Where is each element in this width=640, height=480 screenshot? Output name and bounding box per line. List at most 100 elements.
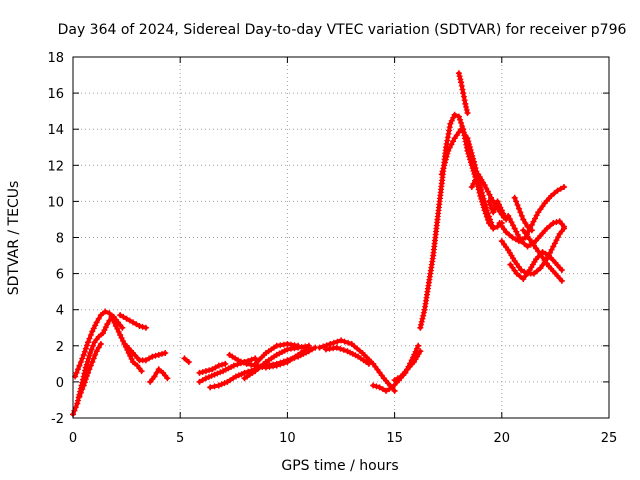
marker bbox=[126, 317, 133, 324]
marker bbox=[551, 190, 558, 197]
marker bbox=[543, 260, 550, 267]
marker bbox=[340, 347, 347, 354]
marker bbox=[334, 338, 341, 345]
data-point bbox=[560, 183, 567, 190]
marker bbox=[470, 155, 477, 162]
marker bbox=[443, 140, 450, 147]
data-point bbox=[93, 319, 100, 326]
data-point bbox=[344, 348, 351, 355]
data-point bbox=[322, 346, 329, 353]
y-tick-label: 16 bbox=[47, 87, 64, 102]
marker bbox=[222, 366, 229, 373]
marker bbox=[537, 206, 544, 213]
marker bbox=[95, 344, 102, 351]
data-point bbox=[498, 238, 505, 245]
marker bbox=[120, 313, 127, 320]
marker bbox=[218, 381, 225, 388]
marker bbox=[82, 345, 89, 352]
data-point bbox=[151, 373, 158, 380]
marker bbox=[482, 204, 489, 211]
marker bbox=[458, 119, 465, 126]
data-point bbox=[89, 328, 96, 335]
marker bbox=[81, 379, 88, 386]
marker bbox=[92, 351, 99, 358]
data-point bbox=[117, 312, 124, 319]
marker bbox=[88, 346, 95, 353]
marker bbox=[79, 386, 86, 393]
y-tick-label: 2 bbox=[56, 340, 64, 355]
y-tick-label: 6 bbox=[56, 268, 64, 283]
marker bbox=[539, 203, 546, 210]
marker bbox=[500, 241, 507, 248]
series-line bbox=[371, 343, 421, 393]
data-point bbox=[284, 340, 291, 347]
marker bbox=[444, 150, 451, 157]
marker bbox=[522, 220, 529, 227]
data-point bbox=[273, 362, 280, 369]
marker bbox=[534, 267, 541, 274]
marker bbox=[515, 263, 522, 270]
data-point bbox=[89, 359, 96, 366]
marker bbox=[522, 230, 529, 237]
data-point bbox=[106, 310, 113, 317]
marker bbox=[247, 361, 254, 368]
data-point bbox=[76, 393, 83, 400]
marker bbox=[482, 201, 489, 208]
data-point bbox=[447, 120, 454, 127]
marker bbox=[139, 323, 146, 330]
data-point bbox=[284, 346, 291, 353]
marker bbox=[92, 322, 99, 329]
marker bbox=[133, 321, 140, 328]
marker bbox=[419, 315, 426, 322]
marker bbox=[77, 389, 84, 396]
marker bbox=[320, 343, 327, 350]
data-point bbox=[524, 223, 531, 230]
marker bbox=[349, 350, 356, 357]
marker bbox=[86, 366, 93, 373]
marker bbox=[445, 130, 452, 137]
marker bbox=[510, 222, 517, 229]
marker bbox=[453, 132, 460, 139]
marker bbox=[120, 337, 127, 344]
data-point bbox=[520, 276, 527, 283]
data-point bbox=[327, 340, 334, 347]
data-point bbox=[455, 113, 462, 120]
data-point bbox=[215, 362, 222, 369]
marker bbox=[240, 359, 247, 366]
x-tick-label: 0 bbox=[69, 431, 77, 446]
marker bbox=[470, 180, 477, 187]
data-point bbox=[464, 109, 471, 116]
marker bbox=[487, 202, 494, 209]
data-point bbox=[252, 355, 259, 362]
data-point bbox=[505, 212, 512, 219]
data-point bbox=[273, 351, 280, 358]
data-point bbox=[464, 135, 471, 142]
marker bbox=[484, 188, 491, 195]
marker bbox=[467, 146, 474, 153]
satellite-track-2 bbox=[72, 308, 126, 380]
marker bbox=[77, 359, 84, 366]
data-point bbox=[209, 366, 216, 373]
data-point bbox=[494, 198, 501, 205]
marker bbox=[495, 201, 502, 208]
data-point bbox=[262, 364, 269, 371]
marker bbox=[484, 210, 491, 217]
data-point bbox=[162, 350, 169, 357]
marker bbox=[277, 361, 284, 368]
marker bbox=[511, 267, 518, 274]
data-point bbox=[511, 194, 518, 201]
marker bbox=[442, 156, 449, 163]
marker bbox=[341, 338, 348, 345]
data-point bbox=[185, 359, 192, 366]
grid bbox=[73, 57, 609, 418]
marker bbox=[500, 226, 507, 233]
data-point bbox=[365, 360, 372, 367]
data-point bbox=[458, 79, 465, 86]
marker bbox=[221, 380, 228, 387]
data-point bbox=[222, 360, 229, 367]
marker bbox=[491, 205, 498, 212]
marker bbox=[485, 213, 492, 220]
data-point bbox=[533, 245, 540, 252]
data-point bbox=[520, 216, 527, 223]
data-point bbox=[417, 348, 424, 355]
